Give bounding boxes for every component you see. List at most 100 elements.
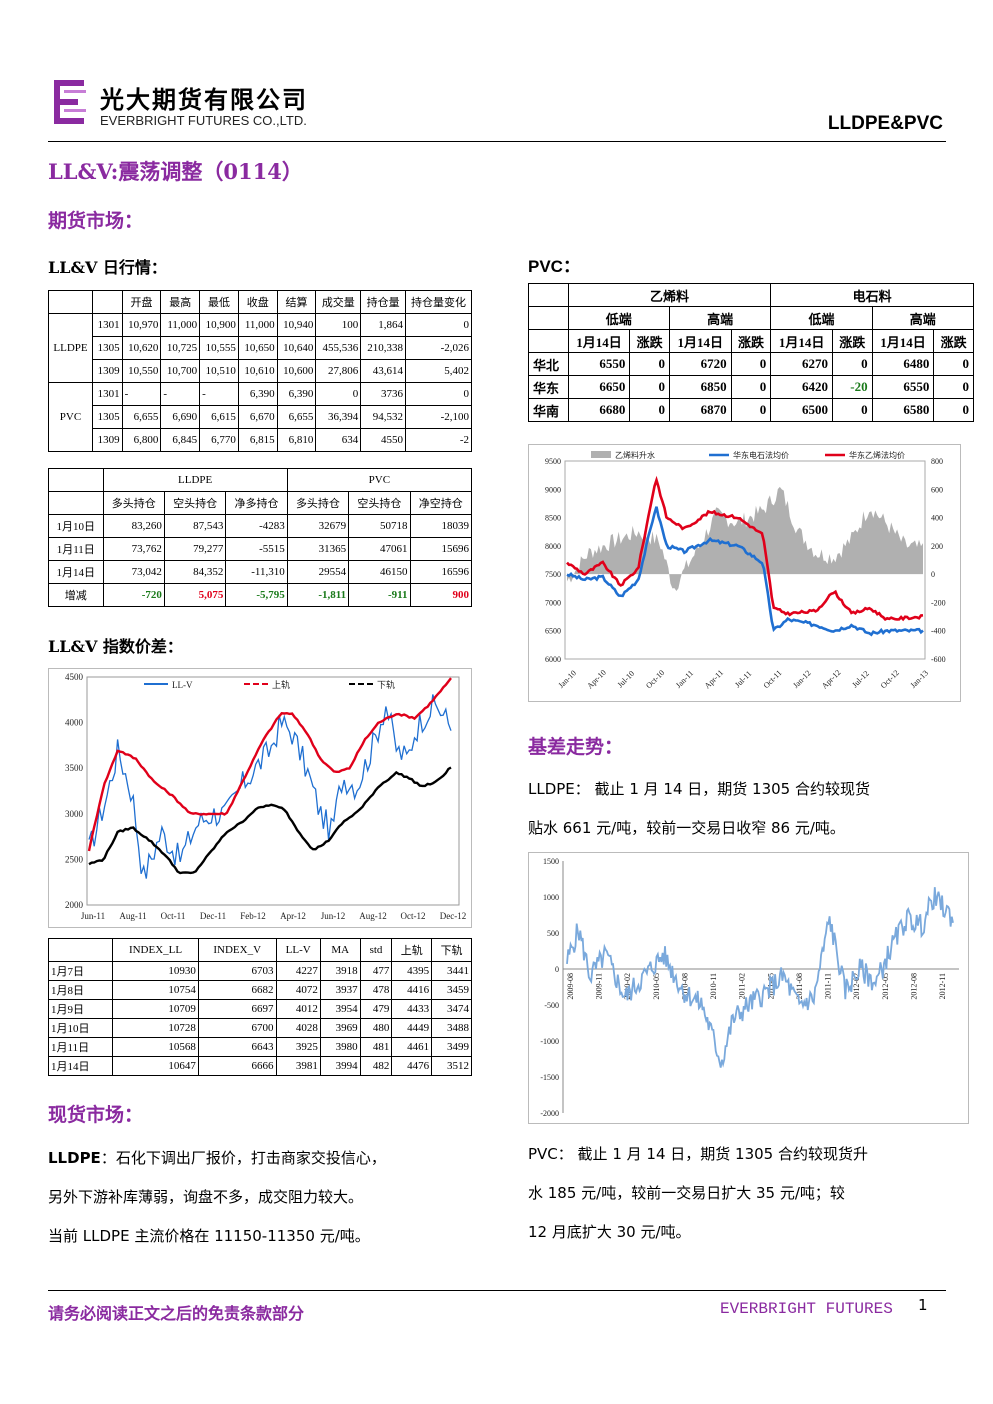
report-tag: LLDPE&PVC <box>827 113 943 134</box>
change-cell: 5,075 <box>163 583 227 607</box>
table-cell: 4433 <box>391 999 433 1019</box>
table-cell: 6270 <box>770 352 833 376</box>
table-cell: 46150 <box>348 560 411 584</box>
table-cell: 6720 <box>668 352 732 376</box>
pvc-price-chart: 6000 6500 7000 7500 8000 8500 9000 9500 -600 -400… <box>528 444 961 702</box>
x-tick-label: Jan-13 <box>909 669 930 690</box>
y-tick-right: 800 <box>931 457 943 466</box>
table-cell: 3499 <box>431 1037 472 1057</box>
table-cell: 1月14日 <box>48 560 104 584</box>
table-row: 华南 6680 0 6870 0 6500 0 6580 0 <box>528 398 974 422</box>
sub-header: 高端 <box>871 306 975 330</box>
table-cell: -2,026 <box>405 336 472 360</box>
table-cell: 10,600 <box>276 359 317 383</box>
legend-label: 上轨 <box>272 679 290 690</box>
table-cell: 1月10日 <box>47 1018 114 1038</box>
section-basis-title: 基差走势： <box>528 736 624 758</box>
x-tick-label: 2012-08 <box>909 973 918 1000</box>
group-header: 电石料 <box>770 283 974 307</box>
table-cell: 6,770 <box>199 428 239 452</box>
change-cell: -911 <box>348 583 411 607</box>
table-cell: 6580 <box>871 398 935 422</box>
x-tick-label: Apr-12 <box>280 911 306 921</box>
basis-line <box>566 887 954 1068</box>
y-tick-label: -1500 <box>540 1073 559 1082</box>
table-cell: 3969 <box>319 1018 361 1038</box>
y-tick-label: 2000 <box>65 900 84 910</box>
llv-index-chart: 2000 2500 3000 3500 4000 4500 Jun-11 Aug-11 Oct-… <box>48 668 472 928</box>
table-cell: 1,864 <box>360 313 407 337</box>
series-line-2 <box>88 766 452 875</box>
table-cell: 6,390 <box>237 382 278 406</box>
table-cell: 10728 <box>112 1018 199 1038</box>
x-tick-label: Jan-11 <box>674 669 695 690</box>
pvc-price-chart-svg: 60006500700075008000850090009500-600-400… <box>545 450 946 691</box>
table-cell: 0 <box>730 375 772 399</box>
table-cell: 3981 <box>275 1056 321 1076</box>
table-cell: 华南 <box>528 398 569 422</box>
legend-label: 华东乙烯法均价 <box>849 450 905 460</box>
basis-lldpe-paragraph: LLDPE： 截止 1 月 14 日，期货 1305 合约较现货 贴水 661 … <box>528 770 948 848</box>
table-cell: 50718 <box>348 514 411 538</box>
table-cell: 10,640 <box>276 336 317 360</box>
table-header: 持仓量 <box>360 290 407 314</box>
table-header <box>92 290 123 314</box>
table-cell: 6870 <box>668 398 732 422</box>
legend-swatch <box>591 451 611 458</box>
table-cell: 4416 <box>391 980 433 1000</box>
table-cell: 31365 <box>286 537 350 561</box>
table-cell: 6703 <box>197 961 277 981</box>
table-cell: 455,536 <box>315 336 362 360</box>
table-row: 1月14日 73,042 84,352 -11,310 29554 46150 16596 <box>48 560 473 584</box>
table-header: INDEX_V <box>197 938 277 962</box>
table-cell: 6,810 <box>276 428 317 452</box>
table-cell: 6643 <box>197 1037 277 1057</box>
table-cell: -5515 <box>225 537 288 561</box>
x-tick-label: 2010-08 <box>680 973 689 1000</box>
y-tick-left: 8500 <box>545 514 561 523</box>
y-tick-left: 9000 <box>545 485 561 494</box>
table-cell: 5,402 <box>405 359 472 383</box>
table-cell: 10,610 <box>237 359 278 383</box>
table-cell: 36,394 <box>315 405 362 429</box>
company-logo <box>52 78 92 126</box>
table-cell: 0 <box>629 375 670 399</box>
y-tick-right: -200 <box>931 598 946 607</box>
table-cell: 3736 <box>360 382 407 406</box>
table-header: LL-V <box>275 938 321 962</box>
table-cell: 6500 <box>770 398 833 422</box>
table-cell: 10,700 <box>160 359 201 383</box>
table-row: 1月11日 10568 6643 3925 3980 481 4461 3499 <box>47 1037 472 1057</box>
change-row: 增减 -720 5,075 -5,795 -1,811 -911 900 <box>48 583 473 607</box>
table-row: 1月14日 10647 6666 3981 3994 482 4476 3512 <box>47 1056 472 1076</box>
x-tick-label: Jul-10 <box>616 669 637 690</box>
pvc-title: PVC： <box>528 257 580 276</box>
table-cell: 32679 <box>286 514 350 538</box>
table-header: MA <box>319 938 361 962</box>
table-header: 开盘 <box>121 290 162 314</box>
x-tick-label: Oct-12 <box>879 668 901 690</box>
section-futures-title: 期货市场： <box>48 210 144 232</box>
y-tick-left: 8000 <box>545 542 561 551</box>
y-tick-right: 400 <box>931 514 943 523</box>
table-cell: 3980 <box>319 1037 361 1057</box>
y-tick-label: -500 <box>544 1001 559 1010</box>
table-header: 结算 <box>276 290 317 314</box>
table-cell: 480 <box>359 1018 393 1038</box>
table-cell: 6650 <box>567 375 631 399</box>
table-cell: 10,620 <box>121 336 162 360</box>
table-header: std <box>359 938 393 962</box>
table-cell: 6,815 <box>237 428 278 452</box>
table-header: 净多持仓 <box>225 491 288 515</box>
table-cell: 94,532 <box>360 405 407 429</box>
footer-brand: EVERBRIGHT FUTURES <box>720 1300 893 1318</box>
basis-pvc-line-1: PVC： 截止 1 月 14 日，期货 1305 合约较现货升 <box>528 1145 868 1163</box>
table-cell: 1月11日 <box>48 537 104 561</box>
change-cell: -720 <box>102 583 165 607</box>
table-cell: 79,277 <box>163 537 227 561</box>
table-cell: 10647 <box>112 1056 199 1076</box>
table-header: 上轨 <box>391 938 433 962</box>
table-header-row: 低端 高端 低端 高端 <box>528 306 975 330</box>
basis-lldpe-line-2: 贴水 661 元/吨，较前一交易日收窄 86 元/吨。 <box>528 819 845 837</box>
table-cell: 6666 <box>197 1056 277 1076</box>
